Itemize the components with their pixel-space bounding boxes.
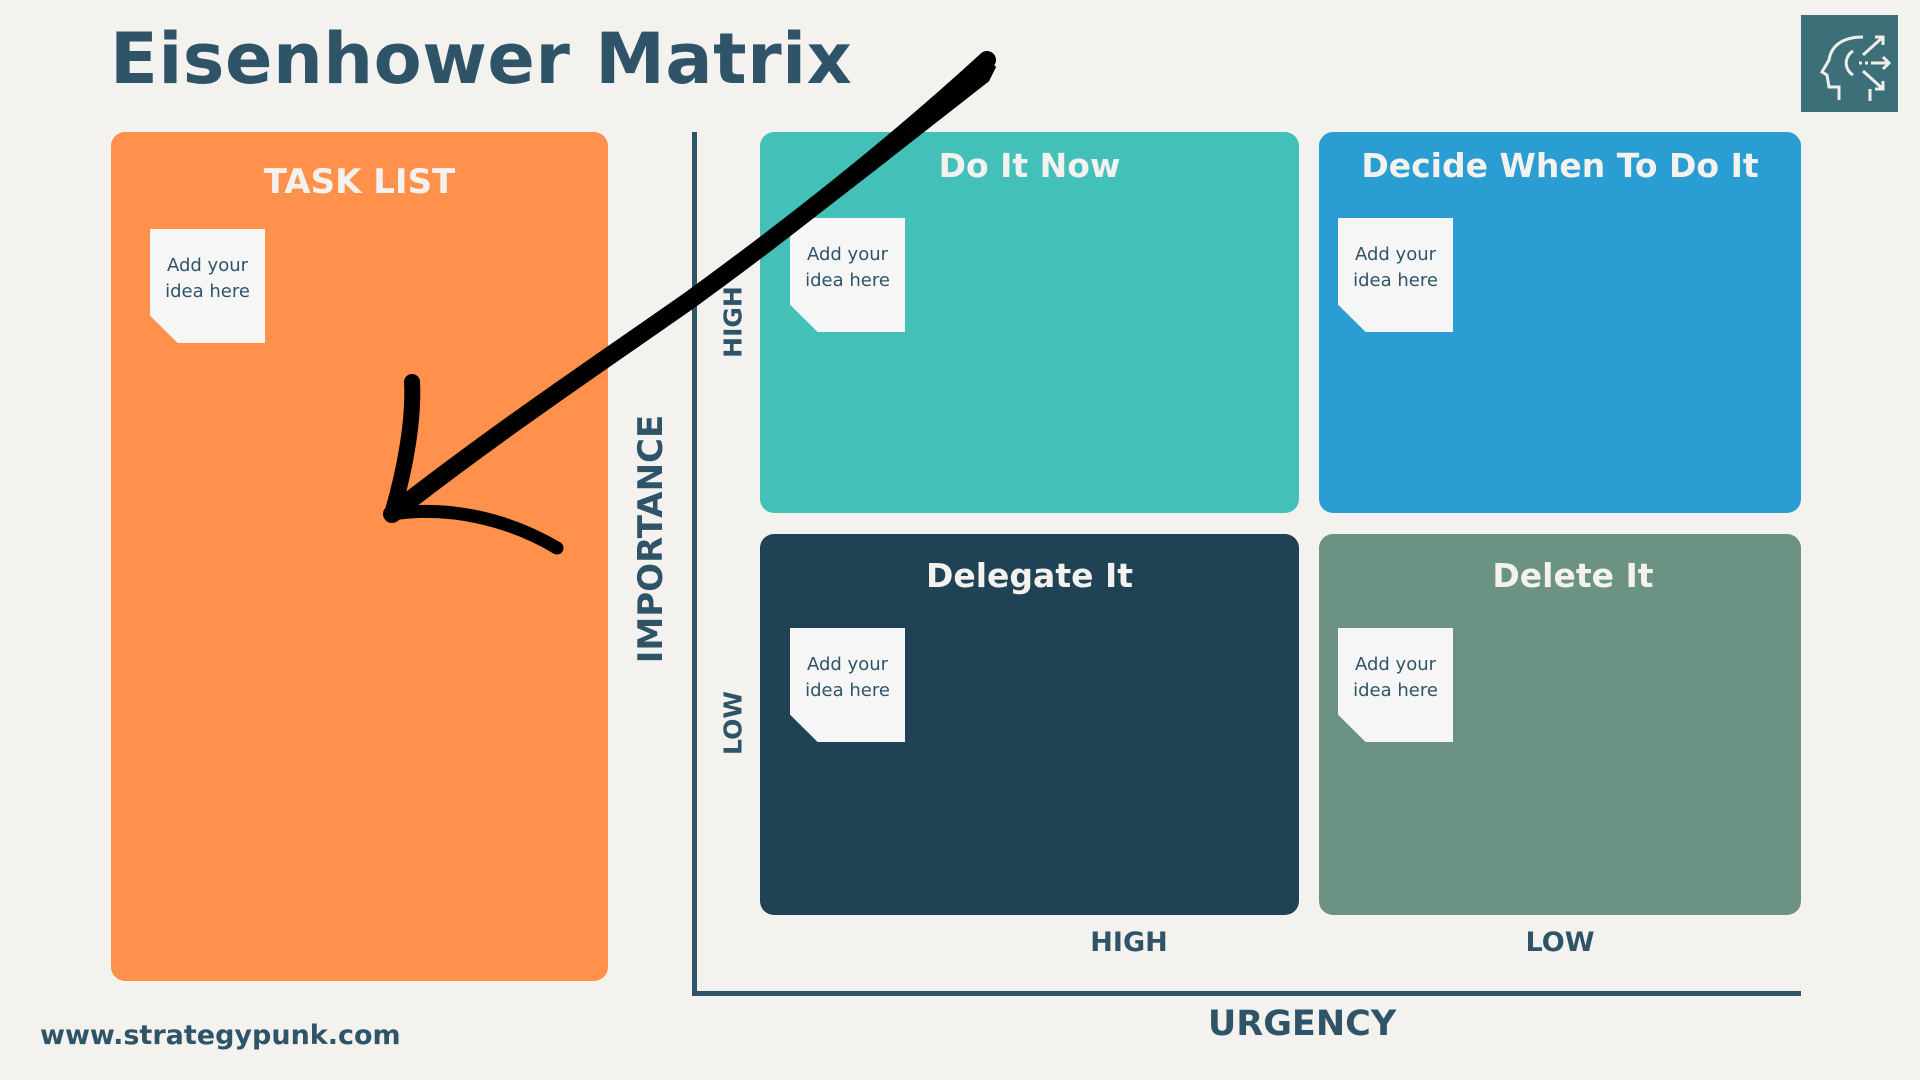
- y-axis-label: IMPORTANCE: [631, 414, 671, 664]
- y-low-label: LOW: [718, 691, 748, 755]
- head-arrows-logo-icon: [1801, 15, 1898, 112]
- quadrant-delete: Delete It Add your idea here: [1319, 534, 1801, 915]
- quadrant-heading: Do It Now: [938, 146, 1121, 185]
- sticky-note[interactable]: Add your idea here: [1338, 218, 1453, 332]
- quadrant-decide: Decide When To Do It Add your idea here: [1319, 132, 1801, 513]
- y-axis-line: [692, 132, 697, 996]
- x-axis-label: URGENCY: [1207, 1004, 1397, 1044]
- sticky-note[interactable]: Add your idea here: [150, 229, 265, 343]
- sticky-note[interactable]: Add your idea here: [790, 218, 905, 332]
- x-low-label: LOW: [1525, 927, 1595, 958]
- sticky-note[interactable]: Add your idea here: [1338, 628, 1453, 742]
- quadrant-heading: Decide When To Do It: [1361, 146, 1759, 185]
- website-link[interactable]: www.strategypunk.com: [40, 1020, 401, 1051]
- task-list-heading: TASK LIST: [263, 162, 456, 202]
- quadrant-heading: Delegate It: [925, 556, 1134, 595]
- quadrant-heading: Delete It: [1492, 556, 1654, 595]
- task-list-panel: TASK LIST Add your idea here: [111, 132, 608, 981]
- y-high-label: HIGH: [718, 286, 748, 358]
- x-high-label: HIGH: [1090, 927, 1168, 958]
- page-title: Eisenhower Matrix: [110, 18, 853, 100]
- quadrant-delegate: Delegate It Add your idea here: [760, 534, 1299, 915]
- quadrant-do-it-now: Do It Now Add your idea here: [760, 132, 1299, 513]
- sticky-note[interactable]: Add your idea here: [790, 628, 905, 742]
- x-axis-line: [692, 991, 1801, 996]
